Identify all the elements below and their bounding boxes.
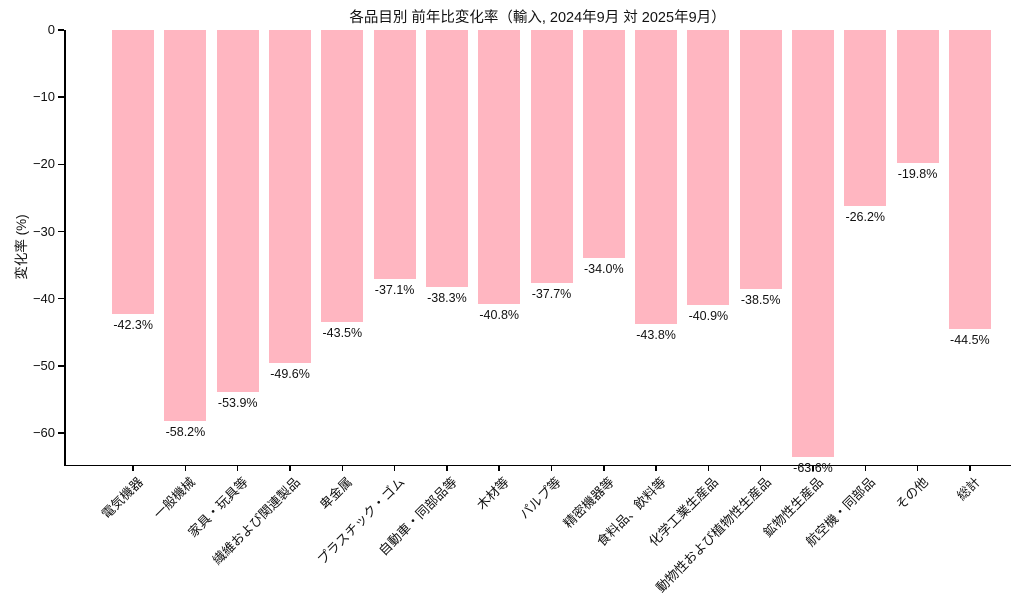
y-tick-mark	[58, 96, 64, 98]
bar	[373, 30, 416, 279]
x-axis-line	[64, 464, 1011, 467]
bar	[791, 30, 834, 457]
y-tick-label: −40	[32, 290, 55, 306]
chart-title: 各品目別 前年比変化率（輸入, 2024年9月 対 2025年9月）	[349, 10, 726, 26]
x-tick-mark	[707, 465, 710, 471]
x-tick-mark	[812, 465, 814, 471]
y-tick-label: 0	[47, 22, 55, 37]
x-tick-mark	[759, 465, 762, 471]
y-tick-label: −20	[32, 156, 55, 172]
bar-value-label: -43.5%	[322, 326, 363, 340]
x-tick-mark	[655, 465, 657, 471]
x-tick-mark	[446, 465, 448, 471]
bar-value-label: -43.8%	[636, 328, 676, 342]
x-tick-mark	[236, 465, 239, 471]
bar	[896, 30, 939, 163]
y-tick-label: −10	[32, 89, 55, 105]
y-tick-mark	[58, 365, 64, 367]
x-tick-mark	[132, 465, 134, 471]
bar	[948, 30, 991, 329]
y-tick-mark	[58, 163, 64, 166]
x-tick-mark	[498, 465, 500, 471]
x-tick-mark	[184, 465, 187, 471]
bar	[582, 30, 625, 258]
y-tick-label: −50	[32, 357, 55, 373]
x-tick-mark	[864, 465, 866, 471]
bar	[269, 30, 312, 363]
bar-value-label: -38.5%	[740, 293, 781, 307]
x-tick-label: パルプ等	[517, 474, 565, 522]
bar-value-label: -38.3%	[427, 291, 467, 305]
bar-value-label: -19.8%	[897, 167, 938, 181]
x-tick-label: その他	[892, 474, 931, 513]
x-tick-mark	[969, 465, 971, 471]
x-tick-mark	[289, 465, 291, 471]
bar-value-label: -44.5%	[950, 333, 990, 347]
bar	[321, 30, 364, 322]
bar-value-label: -34.0%	[583, 262, 624, 276]
y-axis-line	[64, 30, 66, 466]
bar	[739, 30, 782, 289]
bar	[112, 30, 155, 314]
x-tick-label: 動物性および植物性生産品	[652, 474, 774, 596]
y-tick-mark	[58, 432, 64, 434]
x-tick-mark	[603, 465, 605, 471]
y-tick-label: −60	[32, 425, 55, 441]
bar	[635, 30, 678, 324]
x-tick-label: 一般機械	[150, 474, 199, 522]
x-tick-label: 卑金属	[317, 474, 356, 513]
bar-value-label: -40.9%	[688, 309, 729, 323]
bar	[844, 30, 887, 206]
x-tick-label: 木材等	[473, 474, 513, 513]
y-tick-mark	[58, 29, 64, 31]
bar	[530, 30, 573, 283]
bar-value-label: -49.6%	[270, 367, 310, 381]
bar-value-label: -53.9%	[217, 396, 258, 410]
y-tick-mark	[58, 230, 64, 233]
bar	[425, 30, 468, 287]
x-tick-mark	[916, 465, 919, 471]
bar-value-label: -26.2%	[845, 210, 886, 224]
x-tick-label: 電気機器	[98, 474, 147, 522]
bar	[164, 30, 207, 421]
bar	[687, 30, 730, 305]
x-tick-label: 総計	[953, 474, 983, 504]
y-tick-mark	[58, 297, 64, 300]
bar-value-label: -42.3%	[113, 318, 153, 332]
bar-value-label: -40.8%	[479, 308, 520, 322]
x-tick-mark	[393, 465, 396, 471]
x-tick-mark	[341, 465, 344, 471]
y-tick-label: −30	[32, 223, 55, 239]
bar-value-label: -37.7%	[531, 287, 572, 301]
bar-value-label: -37.1%	[374, 283, 415, 297]
bar	[216, 30, 259, 392]
x-tick-mark	[550, 465, 553, 471]
bar	[478, 30, 521, 304]
plot-area: -42.3% 電気機器 -58.2% 一般機械 -53.9% 家具・玩具等 -49.6% 繊維…	[33, 22, 1010, 595]
bar-value-label: -58.2%	[165, 425, 206, 439]
